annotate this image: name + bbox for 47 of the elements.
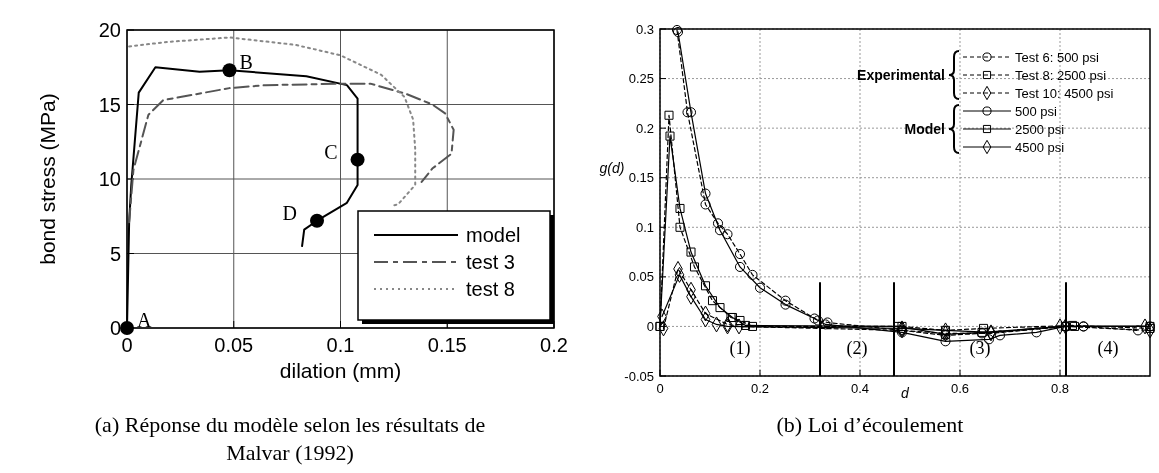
y-tick-label: 0 xyxy=(109,317,121,339)
y-tick-label: 0 xyxy=(646,318,654,334)
y-tick-label: 0.2 xyxy=(635,120,654,136)
x-tick-label: 0.2 xyxy=(540,334,568,356)
annotation: D xyxy=(282,201,298,224)
y-tick-label: 0.25 xyxy=(628,71,654,87)
text: (a) Réponse du modèle selon les résultats de Malvar (1992) xyxy=(94,412,486,465)
legend-label: model xyxy=(466,224,521,246)
x-tick-label: 0 xyxy=(656,381,664,396)
x-tick-label: 0.15 xyxy=(427,334,467,356)
y-tick-label: 0.05 xyxy=(628,269,654,285)
y-tick-label: 20 xyxy=(98,19,121,41)
annotation: (2) xyxy=(846,338,868,359)
x-tick-label: 0.05 xyxy=(214,334,254,356)
y-tick-label: -0.05 xyxy=(624,368,654,384)
annotation: (3) xyxy=(969,338,991,359)
annotation: C xyxy=(324,140,338,163)
y-tick-label: 0.1 xyxy=(635,219,654,235)
annotation: (1) xyxy=(729,338,751,359)
legend-label: test 3 xyxy=(466,251,515,273)
y-axis-title: bond stress (MPa) xyxy=(36,93,59,265)
y-tick-label: 15 xyxy=(98,93,121,116)
y-tick-label: 0.15 xyxy=(628,170,654,186)
legend-label: 500 psi xyxy=(1015,103,1058,119)
y-tick-label: 0.3 xyxy=(635,21,654,37)
annotation: A xyxy=(137,309,152,331)
x-tick-label: 0.4 xyxy=(850,381,870,396)
legend-label: Test 10: 4500 psi xyxy=(1015,85,1114,101)
legend-label: 2500 psi xyxy=(1015,121,1065,137)
annotation: Model xyxy=(904,120,945,137)
annotation: (4) xyxy=(1097,338,1119,359)
annotation: B xyxy=(239,51,253,74)
legend-label: Test 6: 500 psi xyxy=(1015,49,1099,65)
legend-label: 4500 psi xyxy=(1015,139,1065,155)
legend-label: Test 8: 2500 psi xyxy=(1015,67,1107,83)
y-axis-title: g(d) xyxy=(599,159,625,176)
x-tick-label: 0.1 xyxy=(326,334,355,356)
x-tick-label: 0.2 xyxy=(750,381,770,396)
text: (b) Loi d’écoulement xyxy=(776,412,964,437)
annotation: Experimental xyxy=(857,66,945,83)
x-axis-title: dilation (mm) xyxy=(279,359,402,382)
y-tick-label: 10 xyxy=(98,168,121,190)
x-axis-title: d xyxy=(901,385,911,401)
x-tick-label: 0.6 xyxy=(950,381,970,396)
x-tick-label: 0.8 xyxy=(1050,381,1070,396)
y-tick-label: 5 xyxy=(109,242,121,265)
legend-label: test 8 xyxy=(466,278,515,300)
